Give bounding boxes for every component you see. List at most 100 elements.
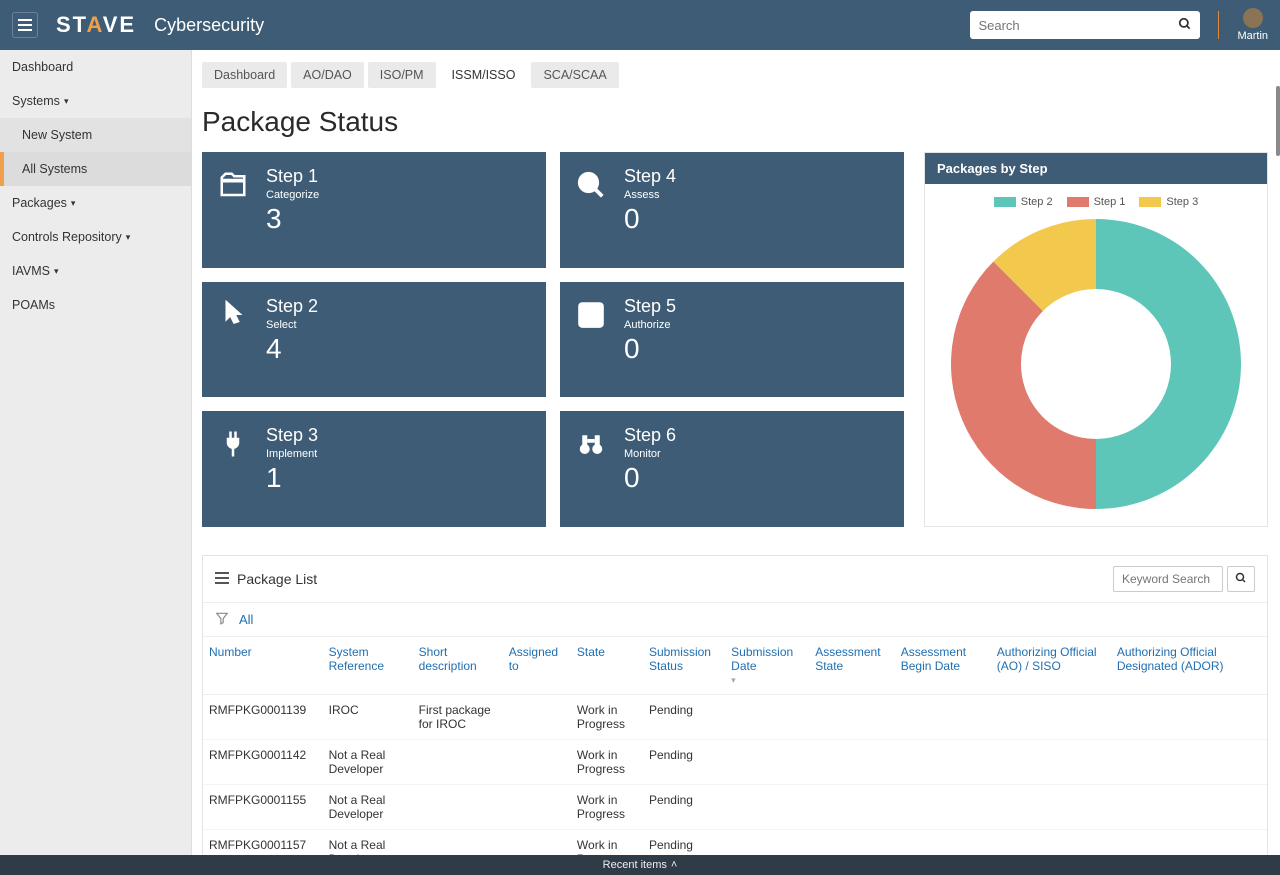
user-name-label: Martin	[1237, 30, 1268, 42]
cell: RMFPKG0001142	[203, 740, 323, 785]
user-menu[interactable]: Martin	[1237, 8, 1268, 42]
step-title: Step 6	[624, 425, 676, 446]
tab-bar: DashboardAO/DAOISO/PMISSM/ISSOSCA/SCAA	[202, 50, 1280, 98]
legend-label: Step 1	[1094, 196, 1126, 208]
cell	[503, 695, 571, 740]
step-subtitle: Assess	[624, 189, 676, 201]
sidebar-item-iavms[interactable]: IAVMS▾	[0, 254, 191, 288]
sort-caret-icon: ▾	[731, 675, 803, 686]
step-card-step-5[interactable]: Step 5 Authorize 0	[560, 282, 904, 398]
table-row[interactable]: RMFPKG0001157Not a Real Developer Work in…	[203, 830, 1267, 856]
package-list-title: Package List	[237, 571, 317, 587]
sidebar-item-new-system[interactable]: New System	[0, 118, 191, 152]
col-state[interactable]: State	[571, 637, 643, 695]
col-assessment-state[interactable]: Assessment State	[809, 637, 895, 695]
step-count: 0	[624, 333, 676, 365]
sidebar-item-poams[interactable]: POAMs	[0, 288, 191, 322]
chart-legend: Step 2Step 1Step 3	[994, 196, 1198, 208]
step-subtitle: Authorize	[624, 319, 676, 331]
tab-iso-pm[interactable]: ISO/PM	[368, 62, 436, 88]
cell	[503, 830, 571, 856]
package-list-panel: Package List All NumberSystem ReferenceS…	[202, 555, 1268, 855]
folder-icon	[218, 166, 252, 254]
col-submission-status[interactable]: Submission Status	[643, 637, 725, 695]
legend-item: Step 3	[1139, 196, 1198, 208]
binoculars-icon	[576, 425, 610, 513]
keyword-search-input[interactable]	[1113, 566, 1223, 592]
sidebar-item-dashboard[interactable]: Dashboard	[0, 50, 191, 84]
cell	[895, 740, 991, 785]
cell: Not a Real Developer	[323, 740, 413, 785]
tab-dashboard[interactable]: Dashboard	[202, 62, 287, 88]
step-card-step-2[interactable]: Step 2Select4	[202, 282, 546, 398]
legend-swatch	[1139, 197, 1161, 207]
cell: RMFPKG0001155	[203, 785, 323, 830]
step-cards: Step 1Categorize3 Step 4 Assess 0 Step 2Sele…	[202, 152, 904, 527]
step-count: 3	[266, 203, 319, 235]
step-title: Step 1	[266, 166, 319, 187]
donut-slice-step-1[interactable]	[951, 261, 1096, 509]
legend-label: Step 3	[1166, 196, 1198, 208]
sidebar-item-packages[interactable]: Packages▾	[0, 186, 191, 220]
col-authorizing-official-designated-ador-[interactable]: Authorizing Official Designated (ADOR)	[1111, 637, 1267, 695]
cell	[1111, 830, 1267, 856]
cell: Work in Progress	[571, 695, 643, 740]
table-row[interactable]: RMFPKG0001155Not a Real DeveloperWork in…	[203, 785, 1267, 830]
table-row[interactable]: RMFPKG0001139IROCFirst package for IROCW…	[203, 695, 1267, 740]
col-short-description[interactable]: Short description	[413, 637, 503, 695]
col-assigned-to[interactable]: Assigned to	[503, 637, 571, 695]
keyword-search-button[interactable]	[1227, 566, 1255, 592]
cell: Work in Progress	[571, 830, 643, 856]
pointer-icon	[218, 296, 252, 384]
check-icon	[576, 296, 610, 384]
sidebar-item-all-systems[interactable]: All Systems	[0, 152, 191, 186]
step-subtitle: Monitor	[624, 448, 676, 460]
global-search[interactable]	[970, 11, 1200, 39]
sidebar-item-systems[interactable]: Systems▾	[0, 84, 191, 118]
cell	[809, 740, 895, 785]
cell	[413, 830, 503, 856]
scrollbar-thumb[interactable]	[1276, 86, 1280, 156]
filter-row[interactable]: All	[203, 603, 1267, 636]
tab-sca-scaa[interactable]: SCA/SCAA	[531, 62, 618, 88]
cell	[725, 785, 809, 830]
sidebar-item-controls-repository[interactable]: Controls Repository▾	[0, 220, 191, 254]
col-assessment-begin-date[interactable]: Assessment Begin Date	[895, 637, 991, 695]
tab-issm-isso[interactable]: ISSM/ISSO	[440, 62, 528, 88]
table-row[interactable]: RMFPKG0001142Not a Real Developer Work in…	[203, 740, 1267, 785]
step-count: 1	[266, 462, 318, 494]
cell: Not a Real Developer	[323, 830, 413, 856]
step-card-step-6[interactable]: Step 6Monitor0	[560, 411, 904, 527]
cell: Work in Progress	[571, 740, 643, 785]
search-icon[interactable]	[1178, 17, 1192, 34]
step-title: Step 3	[266, 425, 318, 446]
step-card-step-3[interactable]: Step 3 Implement 1	[202, 411, 546, 527]
chevron-down-icon: ▾	[71, 198, 76, 209]
cell	[413, 785, 503, 830]
col-authorizing-official-ao-siso[interactable]: Authorizing Official (AO) / SISO	[991, 637, 1111, 695]
cell: Pending	[643, 740, 725, 785]
col-number[interactable]: Number	[203, 637, 323, 695]
cell	[895, 785, 991, 830]
step-card-step-1[interactable]: Step 1Categorize3	[202, 152, 546, 268]
tab-ao-dao[interactable]: AO/DAO	[291, 62, 364, 88]
cell	[1111, 785, 1267, 830]
footer-label: Recent items	[603, 859, 667, 871]
search-input[interactable]	[978, 18, 1178, 33]
cell	[413, 740, 503, 785]
cell	[991, 740, 1111, 785]
step-title: Step 4	[624, 166, 676, 187]
step-subtitle: Implement	[266, 448, 318, 460]
cell	[809, 785, 895, 830]
package-table: NumberSystem ReferenceShort descriptionA…	[203, 636, 1267, 855]
menu-toggle-button[interactable]	[12, 12, 38, 38]
step-title: Step 5	[624, 296, 676, 317]
filter-label[interactable]: All	[239, 612, 253, 627]
step-card-step-4[interactable]: Step 4Assess0	[560, 152, 904, 268]
col-submission-date[interactable]: Submission Date▾	[725, 637, 809, 695]
cell: RMFPKG0001157	[203, 830, 323, 856]
donut-slice-step-2[interactable]	[1096, 219, 1241, 509]
cell	[1111, 740, 1267, 785]
footer-recent-items[interactable]: Recent items ˄	[0, 855, 1280, 875]
col-system-reference[interactable]: System Reference	[323, 637, 413, 695]
